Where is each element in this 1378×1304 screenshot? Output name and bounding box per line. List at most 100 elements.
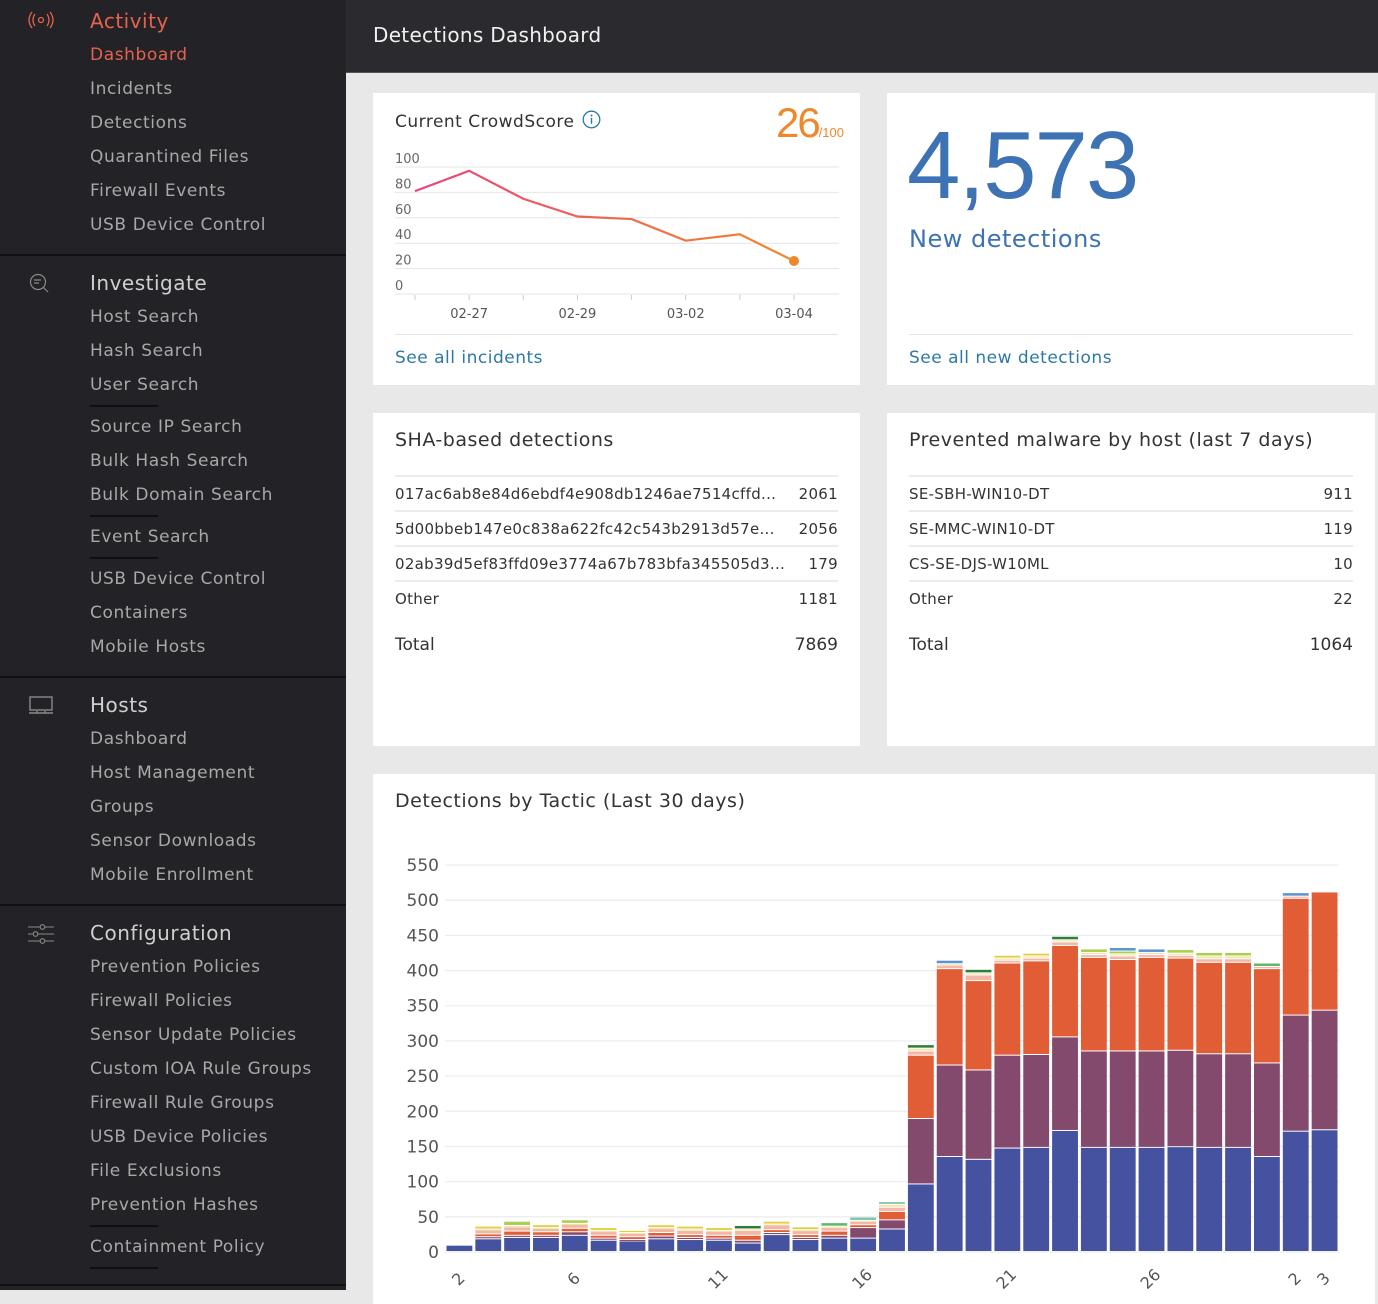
bar-segment [1109,956,1136,959]
bar-segment [1282,896,1309,898]
crowdscore-card: Current CrowdScore 26/100 0 20 40 60 80 100 02… [373,93,860,385]
bar-segment [907,1119,934,1184]
bar-segment [1196,1054,1223,1147]
bar-segment [879,1202,905,1204]
y-tick-label: 150 [407,1137,439,1157]
hash-name[interactable]: 5d00bbeb147e0c838a622fc42c543b2913d57e..… [395,520,775,538]
bar-segment [1253,969,1280,1063]
sidebar-item-firewall-events[interactable]: Firewall Events [90,181,227,201]
sidebar-item-groups[interactable]: Groups [90,797,155,817]
sidebar-item-dashboard[interactable]: Dashboard [90,729,188,749]
x-tick-label: 02-29 [559,307,597,322]
bar-segment [648,1236,675,1239]
detections-by-tactic-card: Detections by Tactic (Last 30 days) 0 50 1… [373,774,1375,1304]
host-name[interactable]: SE-MMC-WIN10-DT [909,520,1055,538]
nav-section-title[interactable]: Configuration [90,921,233,945]
bar-segment [706,1230,732,1232]
sidebar-item-user-search[interactable]: User Search [90,375,200,395]
bar-segment [475,1237,502,1239]
sidebar-item-host-management[interactable]: Host Management [90,763,256,783]
score-number: 26 [775,99,821,146]
y-tick-label: 250 [407,1067,439,1087]
see-all-new-detections-link[interactable]: See all new detections [909,348,1113,368]
sidebar-item-host-search[interactable]: Host Search [90,307,200,327]
bar-segment [1023,961,1050,1054]
bar-segment [475,1234,502,1237]
sidebar-item-detections[interactable]: Detections [90,113,188,133]
bar-segment [1253,963,1280,967]
sidebar-item-source-ip-search[interactable]: Source IP Search [90,417,243,437]
sidebar-item-custom-ioa-rule-groups[interactable]: Custom IOA Rule Groups [90,1059,312,1079]
nav-section-title[interactable]: Investigate [90,271,208,295]
table-row[interactable]: SE-SBH-WIN10-DT 911 [909,475,1353,510]
y-tick-label: 400 [407,962,439,982]
bar-segment [1225,1054,1251,1147]
sidebar-item-prevention-hashes[interactable]: Prevention Hashes [90,1195,259,1215]
sidebar-item-containers[interactable]: Containers [90,603,188,623]
bar-segment [879,1207,905,1211]
sidebar-item-event-search[interactable]: Event Search [90,527,210,547]
nav-section-title[interactable]: Hosts [90,693,149,717]
table-row[interactable]: Other 22 [909,580,1353,615]
bar-segment [1167,1147,1194,1251]
hash-name[interactable]: 02ab39d5ef83ffd09e3774a67b783bfa345505d3… [395,555,786,573]
table-row[interactable]: 5d00bbeb147e0c838a622fc42c543b2913d57e..… [395,510,838,545]
tactic-chart-title: Detections by Tactic (Last 30 days) [395,790,746,812]
host-name[interactable]: CS-SE-DJS-W10ML [909,555,1049,573]
bar-segment [561,1232,588,1235]
bar-segment [1023,958,1050,961]
sidebar-item-prevention-policies[interactable]: Prevention Policies [90,957,261,977]
sidebar-item-usb-device-control[interactable]: USB Device Control [90,215,267,235]
table-row[interactable]: CS-SE-DJS-W10ML 10 [909,545,1353,580]
bar-segment [619,1237,646,1240]
new-detections-card: 4,573 New detections See all new detecti… [887,93,1375,385]
bar-segment [590,1238,617,1240]
bar-segment [1052,942,1078,945]
bar-segment [907,1184,934,1251]
table-row[interactable]: 02ab39d5ef83ffd09e3774a67b783bfa345505d3… [395,545,838,580]
divider [395,334,838,335]
table-row[interactable]: SE-MMC-WIN10-DT 119 [909,510,1353,545]
sidebar-item-mobile-enrollment[interactable]: Mobile Enrollment [90,865,254,885]
sidebar-item-usb-device-control[interactable]: USB Device Control [90,569,267,589]
nav-section-configuration: Configuration Prevention Policies Firewall… [0,906,346,1286]
see-all-incidents-link[interactable]: See all incidents [395,348,543,368]
sidebar-item-firewall-rule-groups[interactable]: Firewall Rule Groups [90,1093,275,1113]
y-tick-label: 0 [428,1243,439,1263]
hash-name[interactable]: 017ac6ab8e84d6ebdf4e908db1246ae7514cffd.… [395,485,777,503]
bar-segment [763,1235,790,1251]
sidebar-item-containment-policy[interactable]: Containment Policy [90,1237,266,1257]
y-tick-label: 40 [395,228,412,243]
sidebar-item-hash-search[interactable]: Hash Search [90,341,204,361]
bar-segment [1023,956,1050,958]
sidebar-item-quarantined-files[interactable]: Quarantined Files [90,147,250,167]
sidebar-item-dashboard[interactable]: Dashboard [90,45,188,65]
bar-segment [994,1055,1021,1148]
hash-name[interactable]: Other [395,590,440,608]
y-tick-label: 500 [407,891,439,911]
bar-segment [994,955,1021,958]
info-icon[interactable] [582,110,601,134]
sidebar-item-firewall-policies[interactable]: Firewall Policies [90,991,233,1011]
divider [909,334,1353,335]
bar-segment [850,1217,877,1221]
y-tick-label: 80 [395,177,412,192]
sidebar-item-usb-device-policies[interactable]: USB Device Policies [90,1127,269,1147]
sidebar-item-incidents[interactable]: Incidents [90,79,173,99]
sidebar-item-sensor-downloads[interactable]: Sensor Downloads [90,831,257,851]
bar-segment [706,1240,732,1251]
bar-segment [446,1245,473,1251]
host-name[interactable]: Other [909,590,954,608]
table-row[interactable]: 017ac6ab8e84d6ebdf4e908db1246ae7514cffd.… [395,475,838,510]
bar-segment [1196,959,1223,962]
table-row[interactable]: Other 1181 [395,580,838,615]
sidebar-item-file-exclusions[interactable]: File Exclusions [90,1161,222,1181]
bar-segment [1167,950,1194,953]
host-name[interactable]: SE-SBH-WIN10-DT [909,485,1050,503]
sidebar-item-bulk-hash-search[interactable]: Bulk Hash Search [90,451,249,471]
host-count: 10 [1333,555,1353,573]
nav-section-title[interactable]: Activity [90,9,169,33]
sidebar-item-mobile-hosts[interactable]: Mobile Hosts [90,637,206,657]
sidebar-item-bulk-domain-search[interactable]: Bulk Domain Search [90,485,273,505]
sidebar-item-sensor-update-policies[interactable]: Sensor Update Policies [90,1025,297,1045]
